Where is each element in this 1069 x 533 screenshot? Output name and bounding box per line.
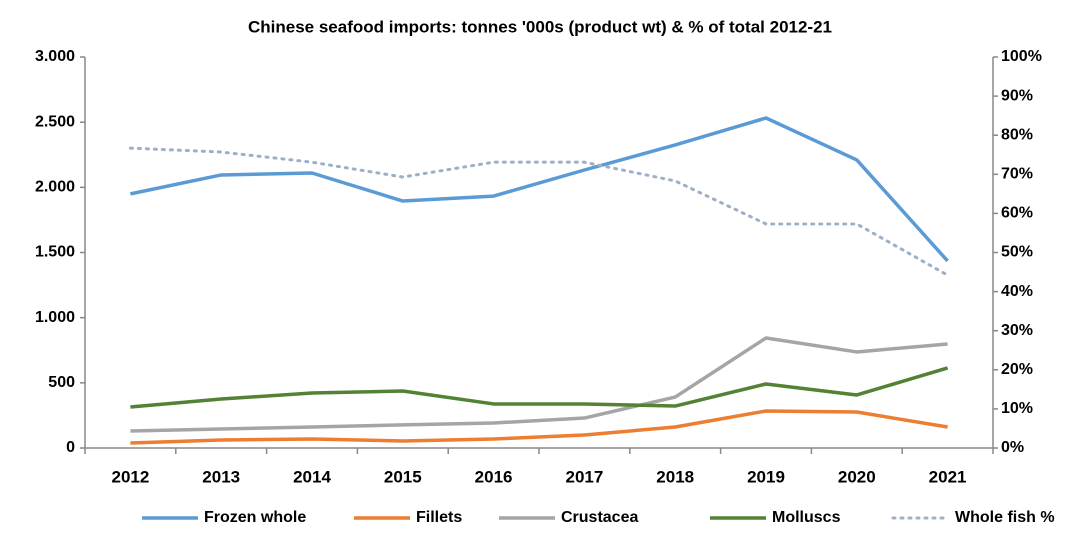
y-tick-label: 1.000 [35, 309, 75, 326]
x-tick-label: 2018 [656, 467, 694, 486]
y-tick-label: 2.000 [35, 179, 75, 196]
y2-tick-label: 70% [1001, 166, 1033, 183]
x-tick-label: 2020 [838, 467, 876, 486]
x-tick-label: 2017 [565, 467, 603, 486]
chart-title: Chinese seafood imports: tonnes '000s (p… [248, 17, 832, 36]
y2-tick-label: 50% [1001, 244, 1033, 261]
series-line [130, 336, 948, 433]
series-line [128, 146, 950, 277]
x-tick-label: 2015 [384, 467, 422, 486]
legend-label: Fillets [416, 509, 462, 526]
x-tick-label: 2014 [293, 467, 331, 486]
legend-label: Frozen whole [204, 509, 306, 526]
series-line [130, 409, 948, 445]
y2-tick-label: 30% [1001, 322, 1033, 339]
y2-tick-label: 100% [1001, 48, 1042, 65]
x-tick-label: 2019 [747, 467, 785, 486]
y2-tick-label: 10% [1001, 400, 1033, 417]
x-tick-label: 2021 [929, 467, 967, 486]
y-tick-label: 1.500 [35, 244, 75, 261]
y2-tick-label: 60% [1001, 205, 1033, 222]
y2-tick-label: 0% [1001, 439, 1024, 456]
series-line [130, 116, 949, 263]
y2-tick-label: 40% [1001, 283, 1033, 300]
x-tick-label: 2013 [202, 467, 240, 486]
x-tick-label: 2012 [111, 467, 149, 486]
legend-label: Molluscs [772, 509, 841, 526]
y-tick-label: 500 [48, 374, 75, 391]
y2-tick-label: 20% [1001, 361, 1033, 378]
x-tick-label: 2016 [475, 467, 513, 486]
y-tick-label: 0 [66, 439, 75, 456]
legend-label: Crustacea [561, 509, 638, 526]
y-tick-label: 3.000 [35, 48, 75, 65]
y-tick-label: 2.500 [35, 113, 75, 130]
series-line [130, 366, 949, 409]
legend-label: Whole fish % [955, 509, 1055, 526]
y2-tick-label: 80% [1001, 126, 1033, 143]
y2-tick-label: 90% [1001, 87, 1033, 104]
